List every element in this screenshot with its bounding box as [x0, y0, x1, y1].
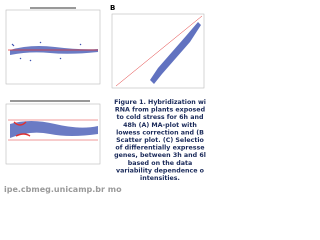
- plot-title-placeholder: [30, 7, 76, 9]
- caption-line: RNA from plants exposed: [115, 107, 205, 114]
- caption-line: Figure 1. Hybridization wi: [114, 99, 206, 106]
- caption-line: lowess correction and (B: [116, 129, 204, 136]
- panel-label: B: [110, 4, 115, 12]
- caption-line: of differentially expresse: [115, 145, 204, 152]
- caption-line: based on the data: [128, 160, 192, 167]
- diagonal-line: [115, 15, 203, 87]
- plot-title-placeholder: [10, 100, 90, 102]
- caption-line: Scatter plot. (C) Selectio: [116, 137, 204, 144]
- selection-plot: [5, 100, 101, 165]
- point-cloud: [150, 22, 201, 84]
- point-cloud: [10, 46, 98, 55]
- caption-line: to cold stress for 6h and: [117, 114, 204, 121]
- watermark: ipe.cbmeg.unicamp.br mo: [4, 185, 122, 194]
- scatter-plot: [111, 13, 205, 89]
- outlier-points: [11, 41, 82, 62]
- caption-line: 48h (A) MA-plot with: [123, 122, 197, 129]
- caption-line: genes, between 3h and 6l: [114, 152, 206, 159]
- ma-plot: [5, 7, 101, 85]
- selected-points: [13, 121, 31, 137]
- caption-line: variability dependence o: [116, 167, 205, 174]
- point-cloud: [10, 121, 98, 138]
- caption-line: intensities.: [140, 175, 180, 182]
